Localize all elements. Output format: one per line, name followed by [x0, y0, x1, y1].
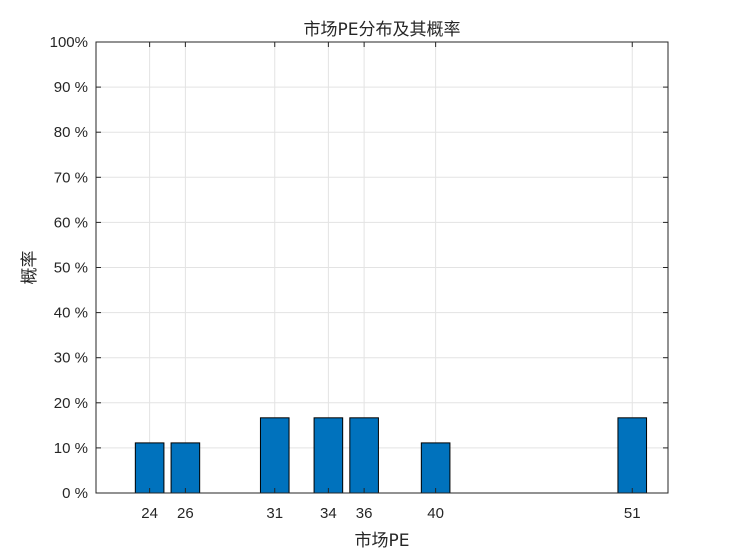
y-tick-label: 90 %	[54, 79, 88, 96]
y-tick-label: 60 %	[54, 214, 88, 231]
chart-title: 市场PE分布及其概率	[304, 20, 461, 40]
y-tick-label: 10 %	[54, 440, 88, 457]
y-tick-label: 0 %	[62, 485, 88, 502]
x-tick-label: 51	[624, 505, 641, 522]
x-tick-label: 26	[177, 505, 194, 522]
bar	[617, 417, 648, 494]
y-tick-label: 40 %	[54, 305, 88, 322]
grid-lines	[96, 41, 668, 494]
x-tick-label: 31	[266, 505, 283, 522]
x-axis-label: 市场PE	[355, 531, 410, 551]
bar	[420, 442, 451, 494]
y-tick-label: 30 %	[54, 350, 88, 367]
y-tick-label: 50 %	[54, 260, 88, 277]
x-axis-ticks: 24 26 31 34 36 40 51	[141, 42, 641, 522]
bar	[170, 442, 201, 494]
y-tick-label: 100%	[50, 34, 88, 51]
x-tick-label: 34	[320, 505, 337, 522]
bar	[313, 417, 344, 494]
x-tick-label: 36	[356, 505, 373, 522]
bar	[259, 417, 290, 494]
x-tick-label: 40	[427, 505, 444, 522]
bars	[134, 417, 648, 494]
y-axis-ticks: 0 % 10 % 20 % 30 % 40 % 50 % 60 % 70 % 80 % 90 % 1…	[50, 34, 668, 502]
y-tick-label: 70 %	[54, 169, 88, 186]
bar	[349, 417, 379, 494]
y-axis-label: 概率	[20, 251, 40, 285]
bar	[134, 442, 165, 494]
x-tick-label: 24	[141, 505, 158, 522]
y-tick-label: 20 %	[54, 395, 88, 412]
y-tick-label: 80 %	[54, 124, 88, 141]
